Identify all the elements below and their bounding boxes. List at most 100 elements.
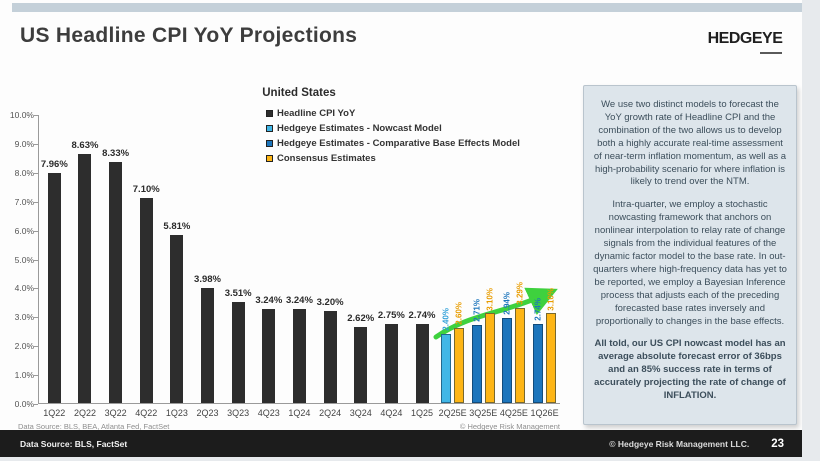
commentary-paragraph-1: We use two distinct models to forecast t… bbox=[593, 99, 787, 188]
actual-bar bbox=[323, 310, 337, 403]
actual-bar bbox=[78, 153, 92, 403]
consensus-estimate-bar bbox=[484, 313, 495, 403]
y-axis-tick bbox=[34, 115, 38, 116]
bar-value-label: 2.40% bbox=[441, 307, 451, 331]
y-axis-label: 3.0% bbox=[14, 312, 34, 323]
chart-title: United States bbox=[262, 87, 336, 99]
bar-value-label: 2.62% bbox=[347, 313, 375, 325]
y-axis-tick bbox=[34, 172, 38, 174]
y-axis-tick bbox=[34, 259, 38, 261]
bar-value-label: 7.96% bbox=[40, 158, 68, 170]
y-axis-label: 0.0% bbox=[14, 399, 34, 409]
y-axis-label: 4.0% bbox=[14, 283, 34, 294]
hedgeye-logo-text: HEDGEYE bbox=[707, 30, 783, 47]
category-slot: 2.62% 3Q24 bbox=[345, 115, 376, 418]
category-slot: 2.94% 3.29% 4Q25E bbox=[499, 115, 530, 418]
bar-value-label: 2.71% bbox=[472, 299, 482, 322]
actual-bar bbox=[170, 235, 184, 403]
estimate-bar-pair: 2.71% 3.10% bbox=[471, 288, 495, 403]
bar-wrap: 2.74% bbox=[409, 310, 435, 403]
bar-value-label: 3.51% bbox=[224, 287, 252, 299]
page-title: US Headline CPI YoY Projections bbox=[20, 24, 358, 47]
bar-wrap: 3.29% bbox=[515, 282, 526, 403]
legend-item: Hedgeye Estimates - Comparative Base Eff… bbox=[266, 138, 520, 149]
hedgeye-logo: HEDGEYE bbox=[700, 30, 790, 54]
legend-label: Headline CPI YoY bbox=[277, 108, 356, 119]
footer-copyright: © Hedgeye Risk Management LLC. bbox=[609, 438, 750, 449]
hedgeye-estimate-bar bbox=[502, 318, 513, 403]
category-slot: 2.40% 2.60% 2Q25E bbox=[437, 115, 468, 418]
commentary-paragraph-2: Intra-quarter, we employ a stochastic no… bbox=[593, 199, 787, 327]
bar-wrap: 3.98% bbox=[194, 274, 221, 403]
actual-bar bbox=[47, 172, 61, 403]
category-slot: 7.96% 1Q22 bbox=[39, 115, 70, 418]
actual-bar bbox=[292, 309, 306, 403]
x-axis-label: 4Q24 bbox=[380, 408, 403, 418]
x-axis-label: 3Q23 bbox=[227, 408, 250, 418]
bar-wrap: 3.10% bbox=[546, 288, 557, 403]
estimate-bar-pair: 2.74% 3.10% bbox=[533, 288, 557, 403]
y-axis-label: 1.0% bbox=[14, 370, 34, 381]
legend-swatch bbox=[266, 125, 273, 132]
x-axis-label: 1Q22 bbox=[43, 408, 66, 418]
bar-value-label: 7.10% bbox=[132, 183, 160, 195]
category-slot: 8.63% 2Q22 bbox=[70, 115, 101, 418]
bar-wrap: 2.40% bbox=[441, 308, 452, 403]
chart-copyright-note: © Hedgeye Risk Management bbox=[459, 422, 560, 431]
plot-area: 7.96% 1Q22 8.63% 2Q22 8.33% 3Q22 7.10% 4Q22 5.81… bbox=[38, 115, 560, 418]
bar-value-label: 2.75% bbox=[377, 309, 405, 321]
category-slot: 2.74% 3.10% 1Q26E bbox=[529, 115, 560, 418]
x-axis-label: 2Q25E bbox=[438, 408, 467, 418]
legend-item: Hedgeye Estimates - Nowcast Model bbox=[266, 123, 520, 134]
bar-value-label: 3.20% bbox=[316, 296, 344, 308]
category-slot: 3.98% 2Q23 bbox=[192, 115, 223, 418]
category-slot: 2.74% 1Q25 bbox=[407, 115, 438, 418]
y-axis-tick bbox=[34, 201, 38, 203]
commentary-box: We use two distinct models to forecast t… bbox=[583, 85, 797, 425]
bar-wrap: 2.75% bbox=[378, 310, 405, 403]
commentary-paragraph-3: All told, our US CPI nowcast model has a… bbox=[594, 338, 786, 402]
estimate-bar-pair: 2.40% 2.60% bbox=[441, 302, 465, 403]
y-axis-tick bbox=[34, 317, 38, 319]
bar-wrap: 7.96% bbox=[41, 159, 68, 403]
y-axis-tick bbox=[34, 230, 38, 232]
bar-value-label: 8.63% bbox=[71, 139, 99, 151]
actual-bar bbox=[354, 327, 368, 403]
actual-bar bbox=[231, 301, 245, 403]
category-slot: 5.81% 1Q23 bbox=[162, 115, 193, 418]
category-slot: 7.10% 4Q22 bbox=[131, 115, 162, 418]
bar-value-label: 8.33% bbox=[102, 148, 130, 160]
y-axis-label: 9.0% bbox=[14, 138, 34, 149]
bar-wrap: 2.74% bbox=[533, 298, 544, 403]
bar-wrap: 5.81% bbox=[163, 221, 190, 403]
bar-wrap: 8.63% bbox=[71, 140, 98, 403]
legend-swatch bbox=[266, 140, 273, 147]
bar-value-label: 5.81% bbox=[163, 221, 191, 233]
y-axis-label: 6.0% bbox=[14, 225, 34, 236]
x-axis-label: 1Q26E bbox=[530, 408, 559, 418]
legend-item: Consensus Estimates bbox=[266, 153, 520, 164]
y-axis-tick bbox=[34, 288, 38, 290]
actual-bar bbox=[262, 309, 276, 403]
bar-value-label: 3.10% bbox=[485, 287, 495, 311]
bar-value-label: 3.10% bbox=[546, 287, 556, 311]
actual-bar bbox=[415, 323, 429, 403]
consensus-estimate-bar bbox=[546, 313, 557, 403]
y-axis-label: 5.0% bbox=[14, 254, 34, 265]
actual-bar bbox=[201, 287, 215, 403]
x-axis-label: 3Q24 bbox=[349, 408, 372, 418]
bar-wrap: 3.51% bbox=[225, 288, 252, 403]
footer-bar: Data Source: BLS, FactSet © Hedgeye Risk… bbox=[0, 430, 802, 457]
y-axis-label: 2.0% bbox=[14, 341, 34, 352]
x-axis-label: 4Q23 bbox=[257, 408, 280, 418]
bar-value-label: 2.74% bbox=[533, 298, 543, 321]
chart: United States Headline CPI YoY Hedgeye Es… bbox=[8, 85, 574, 433]
top-accent-strip bbox=[12, 3, 802, 12]
estimate-bar-pair: 2.94% 3.29% bbox=[502, 282, 526, 403]
category-slot: 3.24% 4Q23 bbox=[253, 115, 284, 418]
bar-wrap: 3.24% bbox=[286, 295, 313, 403]
y-axis-tick bbox=[34, 375, 38, 377]
bar-wrap: 3.20% bbox=[317, 297, 344, 403]
hedgeye-estimate-bar bbox=[533, 323, 544, 403]
actual-bar bbox=[109, 162, 123, 403]
